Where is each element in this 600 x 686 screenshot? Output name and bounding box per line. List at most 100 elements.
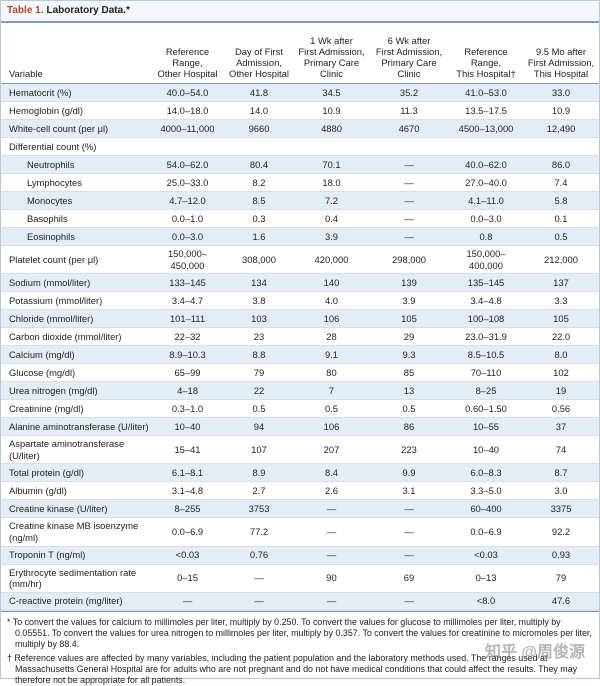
table-row: Chloride (mmol/liter) 101–111 103 106 105 100…: [1, 309, 599, 329]
value-cell: —: [294, 546, 369, 565]
value-cell: 308,000: [224, 245, 294, 275]
table-row: C-reactive protein (mg/liter) — — — — <8.0 47.…: [1, 592, 599, 611]
header-line: Day of First: [235, 46, 283, 57]
header-line: Reference: [165, 46, 210, 57]
header-line: Other Hospital: [157, 68, 218, 79]
column-header: 1 Wk after First Admission, Primary Care Cl…: [294, 23, 369, 84]
value-cell: 207: [294, 435, 369, 465]
column-header: Day of First Admission, Other Hospital: [224, 23, 294, 84]
header-line: This Hospital†: [456, 68, 516, 79]
value-cell: 0.56: [523, 399, 599, 419]
table-label: Table 1.: [7, 5, 44, 16]
value-cell: 0.8: [449, 227, 523, 246]
value-cell: 86.0: [523, 155, 599, 174]
value-cell: 212,000: [523, 245, 599, 275]
value-cell: 9.1: [294, 345, 369, 365]
value-cell: 2.6: [294, 481, 369, 501]
value-cell: 11.3: [369, 101, 449, 120]
value-cell: [224, 137, 294, 156]
value-cell: 70–110: [449, 363, 523, 383]
value-cell: 150,000–450,000: [151, 245, 224, 275]
table-row: Creatine kinase (U/liter) 8–255 3753— —60–4…: [1, 499, 599, 519]
header-line: Primary Care: [381, 57, 437, 68]
value-cell: —: [369, 191, 449, 210]
value-cell: [449, 137, 523, 156]
header-line: First Admission,: [527, 57, 595, 68]
variable-cell: Glucose (mg/dl): [1, 363, 151, 383]
value-cell: 140: [294, 273, 369, 293]
value-cell: 139: [369, 273, 449, 293]
variable-cell: Sodium (mmol/liter): [1, 273, 151, 293]
footnote: * To convert the values for calcium to m…: [7, 616, 592, 649]
variable-cell: Lymphocytes: [1, 173, 151, 192]
value-cell: 8.4: [294, 463, 369, 483]
value-cell: 22.0: [523, 327, 599, 347]
column-header: Reference Range, This Hospital†: [449, 23, 523, 84]
value-cell: 8.9–10.3: [151, 345, 224, 365]
value-cell: 4670: [369, 119, 449, 138]
value-cell: 103: [224, 309, 294, 329]
table-row: Sodium (mmol/liter) 133–145 134 140 139 135–1…: [1, 273, 599, 293]
value-cell: 1.6: [224, 227, 294, 246]
value-cell: 0.4: [294, 209, 369, 228]
value-cell: 8–25: [449, 381, 523, 401]
table-row: Alanine aminotransferase (U/liter) 10–40 9…: [1, 417, 599, 437]
value-cell: 223: [369, 435, 449, 465]
value-cell: 35.2: [369, 83, 449, 102]
value-cell: <8.0: [449, 592, 523, 611]
table-row: Basophils 0.0–1.0 0.3 0.4—0.0–3.0 0.1: [1, 209, 599, 228]
value-cell: —: [369, 227, 449, 246]
lab-table: Variable Reference Range, Other Hospital Day…: [1, 23, 599, 611]
value-cell: 4.7–12.0: [151, 191, 224, 210]
variable-cell: Troponin T (ng/ml): [1, 546, 151, 565]
variable-cell: Basophils: [1, 209, 151, 228]
value-cell: 22–32: [151, 327, 224, 347]
value-cell: 0.3–1.0: [151, 399, 224, 419]
value-cell: 0.5: [294, 399, 369, 419]
value-cell: 9.9: [369, 463, 449, 483]
value-cell: 19: [523, 381, 599, 401]
value-cell: 8.0: [523, 345, 599, 365]
value-cell: 100–108: [449, 309, 523, 329]
value-cell: 10.9: [523, 101, 599, 120]
value-cell: 105: [369, 309, 449, 329]
variable-cell: Hematocrit (%): [1, 83, 151, 102]
value-cell: 79: [224, 363, 294, 383]
value-cell: 8.8: [224, 345, 294, 365]
variable-cell: Creatine kinase MB isoenzyme (ng/ml): [1, 517, 151, 547]
value-cell: 65–99: [151, 363, 224, 383]
value-cell: 12,490: [523, 119, 599, 138]
value-cell: 40.0–54.0: [151, 83, 224, 102]
title-text: Laboratory Data.*: [46, 5, 130, 16]
value-cell: 6.1–8.1: [151, 463, 224, 483]
table-row: Potassium (mmol/liter) 3.4–4.7 3.8 4.0 3.9 3.…: [1, 291, 599, 311]
table-row: Neutrophils 54.0–62.0 80.4 70.1—40.0–62.0 86…: [1, 155, 599, 174]
value-cell: 10–40: [449, 435, 523, 465]
value-cell: [523, 137, 599, 156]
value-cell: —: [369, 546, 449, 565]
value-cell: —: [294, 499, 369, 519]
header-line: 6 Wk after: [387, 35, 431, 46]
value-cell: 22: [224, 381, 294, 401]
value-cell: 94: [224, 417, 294, 437]
value-cell: 3.9: [294, 227, 369, 246]
variable-cell: Albumin (g/dl): [1, 481, 151, 501]
value-cell: 4880: [294, 119, 369, 138]
table-row: Differential count (%): [1, 137, 599, 156]
header-line: 1 Wk after: [310, 35, 353, 46]
value-cell: 13.5–17.5: [449, 101, 523, 120]
value-cell: 7.2: [294, 191, 369, 210]
table-title: Table 1. Laboratory Data.*: [1, 1, 599, 23]
value-cell: [151, 137, 224, 156]
value-cell: —: [224, 564, 294, 593]
value-cell: —: [369, 155, 449, 174]
value-cell: —: [369, 209, 449, 228]
column-header: Reference Range, Other Hospital: [151, 23, 224, 84]
variable-cell: White-cell count (per μl): [1, 119, 151, 138]
column-header: 9.5 Mo after First Admission, This Hospita…: [523, 23, 599, 84]
value-cell: 133–145: [151, 273, 224, 293]
header-line: Clinic: [320, 68, 343, 79]
value-cell: 0.0–3.0: [151, 227, 224, 246]
